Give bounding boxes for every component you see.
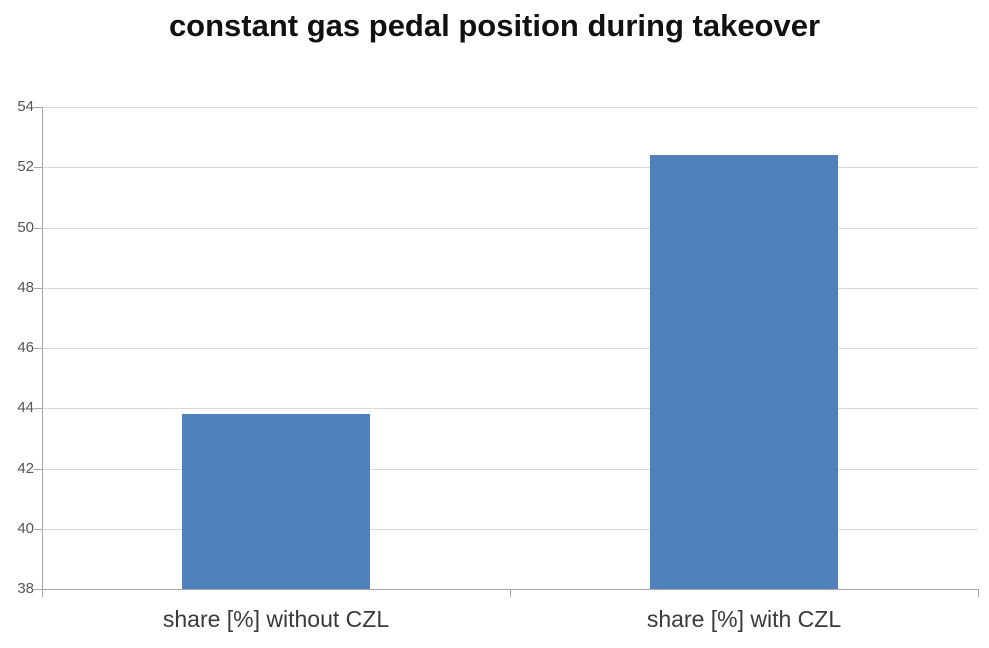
y-tick-label: 40 <box>17 519 34 537</box>
y-axis-tick <box>34 528 42 530</box>
chart-title: constant gas pedal position during takeo… <box>168 8 821 43</box>
y-tick-label: 54 <box>17 98 34 115</box>
y-tick-label: 38 <box>17 580 34 597</box>
y-axis-tick <box>34 408 42 410</box>
x-axis-tick <box>978 589 979 597</box>
gridline <box>42 348 978 349</box>
y-axis-line <box>42 107 43 589</box>
x-category-label: share [%] without CZL <box>162 606 390 632</box>
y-tick-label: 48 <box>17 278 34 296</box>
y-axis-tick <box>34 167 42 169</box>
gridline <box>42 408 978 410</box>
gridline <box>42 468 978 470</box>
y-axis-tick <box>34 227 42 229</box>
y-axis-tick <box>34 287 42 289</box>
gridline <box>42 287 978 289</box>
gridline <box>42 167 978 169</box>
gridline <box>42 107 978 108</box>
y-axis-tick <box>34 589 42 590</box>
x-category-label: share [%] with CZL <box>646 606 842 632</box>
x-axis-tick <box>42 589 43 597</box>
y-tick-label: 50 <box>17 218 34 236</box>
bar-2 <box>650 155 838 589</box>
bar-1 <box>182 414 370 589</box>
plot-area <box>42 107 978 589</box>
y-tick-label: 42 <box>17 459 34 477</box>
y-tick-label: 52 <box>17 158 34 176</box>
y-tick-label: 44 <box>17 399 34 417</box>
x-axis-tick <box>510 589 511 597</box>
gridline <box>42 528 978 530</box>
y-tick-label: 46 <box>17 339 34 356</box>
y-axis-tick <box>34 107 42 108</box>
gridline <box>42 227 978 229</box>
y-axis-tick <box>34 348 42 349</box>
y-axis-tick <box>34 468 42 470</box>
